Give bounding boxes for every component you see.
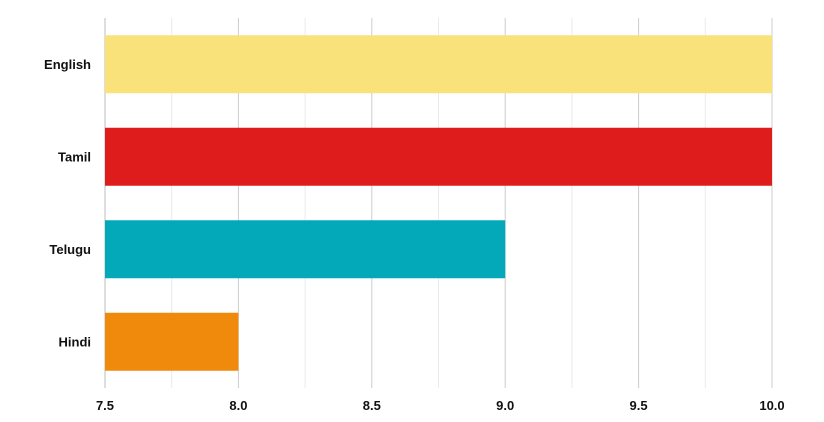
category-label: Telugu xyxy=(49,242,91,257)
bar-hindi xyxy=(105,312,239,371)
x-tick-label: 10.0 xyxy=(759,398,784,413)
category-label: English xyxy=(44,57,91,72)
category-label: Tamil xyxy=(58,149,91,164)
bar-telugu xyxy=(105,220,506,279)
category-label: Hindi xyxy=(59,334,92,349)
bar-tamil xyxy=(105,127,772,186)
x-tick-label: 7.5 xyxy=(96,398,114,413)
x-tick-label: 8.0 xyxy=(229,398,247,413)
x-tick-label: 8.5 xyxy=(363,398,381,413)
bars xyxy=(105,35,772,371)
bar-english xyxy=(105,35,772,94)
x-tick-label: 9.0 xyxy=(496,398,514,413)
x-axis-tick-labels: 7.5 8.0 8.5 9.0 9.5 10.0 xyxy=(96,398,785,413)
category-labels: English Tamil Telugu Hindi xyxy=(44,57,91,350)
x-tick-label: 9.5 xyxy=(630,398,648,413)
